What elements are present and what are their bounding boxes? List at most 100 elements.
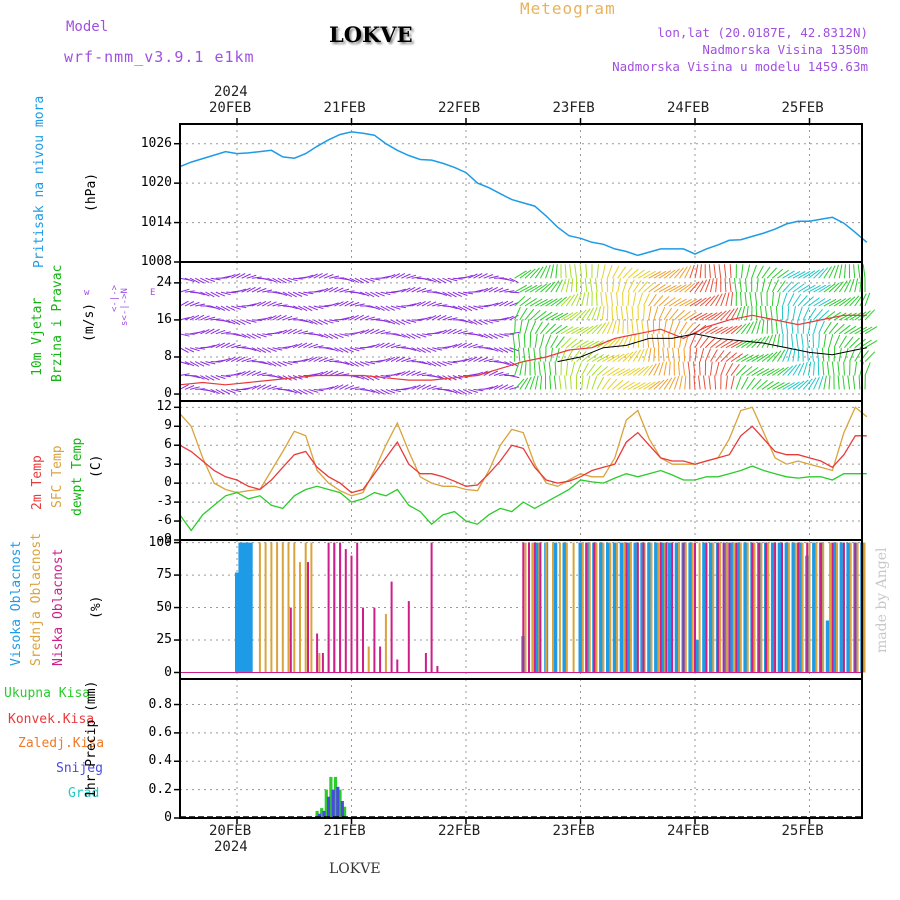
wind-barb <box>545 298 558 307</box>
wind-barb <box>292 329 303 335</box>
wind-barb <box>499 333 510 337</box>
wind-barb <box>504 347 514 353</box>
x-tick-label: 25FEB <box>781 823 824 839</box>
wind-barb <box>375 329 386 335</box>
cloud-bar <box>667 542 672 673</box>
wind-barb <box>205 344 216 349</box>
wind-barb <box>426 361 437 367</box>
wind-barb <box>478 273 488 279</box>
wind-barb <box>715 310 727 321</box>
cloud-bar <box>812 542 817 673</box>
cloud-bar <box>758 542 761 673</box>
wind-barb <box>437 291 447 296</box>
wind-barb <box>663 269 676 279</box>
wind-barb <box>704 278 711 293</box>
wind-barb <box>601 321 610 335</box>
precip-bar <box>329 776 333 818</box>
wind-barb <box>694 312 708 321</box>
cloud-bar <box>553 542 558 673</box>
wind-barb <box>643 381 656 390</box>
wind-barb <box>724 278 727 293</box>
wind-barb <box>401 333 411 339</box>
wind-barb <box>838 280 848 293</box>
wind-barb <box>801 333 804 348</box>
wind-barb <box>282 315 293 321</box>
wind-barb <box>189 386 200 390</box>
wind-barb <box>380 375 391 378</box>
wind-barb <box>813 361 815 376</box>
wind-barb <box>565 294 575 307</box>
wind-barb <box>287 361 298 364</box>
wind-barb <box>859 293 867 307</box>
wind-barb <box>411 287 421 293</box>
wind-barb <box>833 281 844 293</box>
wind-barb <box>601 377 611 390</box>
wind-barb <box>813 284 826 293</box>
wind-barb <box>797 284 811 293</box>
cloud-bar <box>691 542 694 673</box>
wind-barb <box>354 361 365 367</box>
wind-barb <box>534 375 539 390</box>
wind-barb <box>529 320 537 335</box>
wind-barb <box>318 319 329 325</box>
wind-barb <box>761 352 774 363</box>
cloud-bar <box>815 542 818 673</box>
wind-barb <box>215 388 225 395</box>
wind-barb <box>672 347 675 362</box>
wind-barb <box>385 274 396 279</box>
wind-barb <box>533 361 536 376</box>
wind-barb <box>808 297 820 307</box>
wind-barb <box>323 370 334 376</box>
wind-barb <box>267 385 277 390</box>
wind-barb <box>668 268 680 279</box>
cloud-bar <box>863 542 866 673</box>
wind-barb <box>493 384 504 390</box>
wind-barb <box>658 296 670 307</box>
wind-barb <box>826 361 830 376</box>
wind-barb <box>313 371 324 376</box>
wind-barb <box>529 376 536 390</box>
cloud-bar <box>623 542 625 673</box>
wind-barb <box>246 319 257 323</box>
cloud-unit: (%) <box>89 595 104 619</box>
wind-barb <box>663 319 667 334</box>
wind-barb <box>725 308 735 321</box>
wind-barb <box>668 361 671 376</box>
wind-barb <box>194 314 205 321</box>
wind-barb <box>437 314 447 321</box>
wind-barb <box>375 388 385 395</box>
cloud-bar <box>531 542 534 673</box>
wind-barb <box>370 305 380 310</box>
y-tick-label: 1014 <box>140 214 172 230</box>
cloud-bar <box>791 542 796 673</box>
y-tick-label: 0 <box>164 664 172 680</box>
wind-barb <box>215 329 226 335</box>
wind-barb <box>787 364 798 376</box>
wind-barb <box>699 296 712 307</box>
wind-barb <box>463 332 474 335</box>
wind-barb <box>770 305 773 320</box>
wind-barb <box>622 319 624 334</box>
wind-barb <box>328 286 339 293</box>
wind-barb <box>517 333 521 348</box>
wind-barb <box>421 374 432 377</box>
wind-barb <box>287 277 298 282</box>
wind-barb <box>795 333 799 348</box>
wind-barb <box>838 264 843 279</box>
cloud-bar <box>539 542 542 673</box>
wind-barb <box>236 319 246 326</box>
wind-barb <box>339 347 349 353</box>
wind-barb <box>426 385 437 390</box>
wind-barb <box>586 363 596 376</box>
wind-barb <box>704 348 712 362</box>
wind-barb <box>293 277 304 280</box>
wind-barb <box>812 333 815 348</box>
cloud-bar <box>593 542 596 673</box>
wind-barb <box>344 361 354 367</box>
cloud-bar <box>665 542 668 673</box>
cloud-bar <box>235 572 239 673</box>
wind-barb <box>564 375 567 390</box>
wind-barb <box>833 323 845 335</box>
wind-barb <box>550 335 559 348</box>
wind-barb <box>600 292 603 307</box>
